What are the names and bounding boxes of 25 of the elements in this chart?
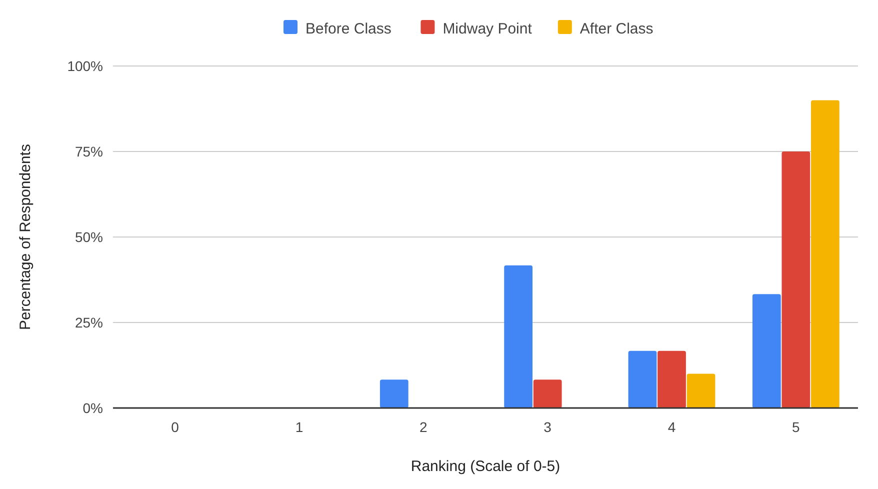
bar bbox=[782, 152, 810, 408]
y-tick-label: 25% bbox=[74, 314, 103, 330]
bar bbox=[658, 350, 686, 408]
bar bbox=[380, 380, 408, 408]
bar bbox=[628, 350, 657, 408]
y-axis-title: Percentage of Respondents bbox=[17, 144, 34, 330]
x-tick-label: 4 bbox=[668, 419, 676, 435]
x-tick-label: 5 bbox=[792, 419, 800, 435]
y-tick-label: 0% bbox=[82, 400, 103, 416]
y-tick-label: 75% bbox=[74, 143, 103, 160]
x-tick-label: 3 bbox=[544, 419, 552, 435]
bar bbox=[686, 374, 716, 408]
legend-label: After Class bbox=[580, 20, 654, 38]
legend-label: Midway Point bbox=[442, 20, 533, 38]
x-tick-label: 0 bbox=[171, 419, 180, 435]
bar bbox=[533, 380, 562, 408]
bar bbox=[752, 294, 781, 408]
bar bbox=[504, 265, 533, 408]
x-tick-label: 1 bbox=[295, 419, 304, 435]
y-tick-label: 50% bbox=[74, 228, 103, 245]
y-tick-label: 100% bbox=[67, 58, 103, 74]
x-axis-title: Ranking (Scale of 0-5) bbox=[410, 458, 560, 475]
bar bbox=[810, 100, 840, 408]
legend-label: Before Class bbox=[306, 20, 392, 38]
x-tick-label: 2 bbox=[420, 419, 428, 435]
